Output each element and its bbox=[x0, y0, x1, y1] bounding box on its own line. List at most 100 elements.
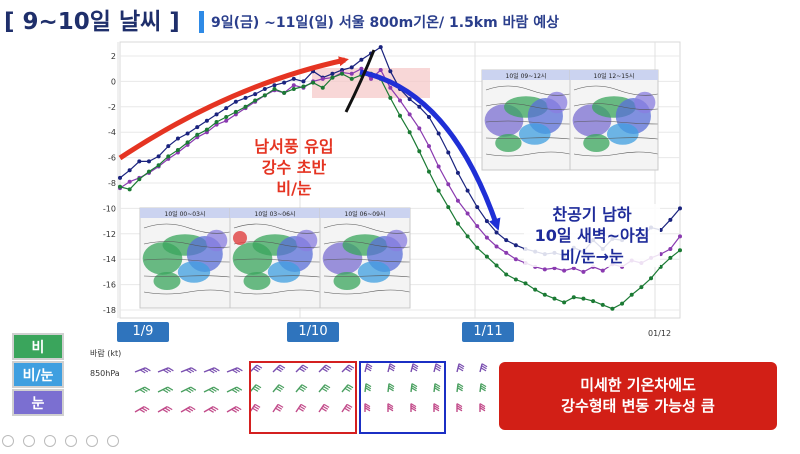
series-point bbox=[291, 87, 296, 92]
day-label-jan9: 1/9 bbox=[117, 322, 169, 342]
annotation-red-line-1: 남서풍 유입 bbox=[254, 137, 334, 156]
callout-line-1: 미세한 기온차에도 bbox=[580, 376, 696, 394]
wind-barb bbox=[249, 364, 263, 373]
map-time-label: 10일 06~09시 bbox=[345, 210, 386, 218]
series-point bbox=[214, 112, 219, 117]
summary-callout: 미세한 기온차에도 강수형태 변동 가능성 큼 bbox=[499, 362, 777, 430]
wind-barb bbox=[433, 403, 440, 412]
series-point bbox=[185, 140, 190, 145]
slide-toolbar bbox=[0, 432, 190, 450]
pages-icon[interactable] bbox=[65, 435, 78, 447]
series-point bbox=[581, 296, 586, 301]
corner-date-label: 01/12 bbox=[648, 329, 671, 338]
page-title: [ 9~10일 날씨 ] bbox=[4, 9, 180, 35]
series-point bbox=[378, 67, 383, 72]
wind-barb bbox=[456, 403, 463, 412]
series-point bbox=[523, 281, 528, 286]
wind-title: 바람 (kt) bbox=[90, 349, 122, 358]
series-point bbox=[455, 170, 460, 175]
series-point bbox=[426, 114, 431, 119]
wind-barb bbox=[479, 363, 488, 373]
series-point bbox=[166, 144, 171, 149]
series-point bbox=[369, 76, 374, 81]
page-subtitle: 9일(금) ~11일(일) 서울 800m기온/ 1.5km 바람 예상 bbox=[211, 15, 559, 31]
series-point bbox=[504, 238, 509, 243]
series-point bbox=[475, 205, 480, 210]
series-point bbox=[146, 159, 151, 164]
series-point bbox=[359, 57, 364, 62]
wind-barb bbox=[433, 363, 442, 373]
wind-barb bbox=[456, 363, 465, 373]
series-point bbox=[195, 125, 200, 130]
wind-barb bbox=[180, 367, 197, 374]
series-point bbox=[678, 248, 682, 253]
wind-barb bbox=[226, 367, 243, 374]
series-point bbox=[552, 266, 557, 271]
radar-map-inset: 10일 00~03시 bbox=[139, 207, 231, 309]
series-point bbox=[668, 255, 673, 260]
series-point bbox=[678, 206, 682, 211]
series-point bbox=[349, 76, 354, 81]
map-time-label: 10일 09~12시 bbox=[506, 72, 547, 80]
series-point bbox=[301, 84, 306, 89]
series-point bbox=[475, 245, 480, 250]
y-tick-label: -2 bbox=[108, 103, 116, 112]
wind-barb bbox=[272, 403, 284, 413]
wind-barb bbox=[134, 386, 151, 394]
series-point bbox=[610, 306, 615, 311]
wind-barb bbox=[387, 383, 395, 393]
more-icon[interactable] bbox=[107, 435, 120, 447]
series-point bbox=[349, 65, 354, 70]
wind-barb bbox=[249, 384, 262, 393]
series-point bbox=[253, 92, 258, 97]
y-tick-label: -4 bbox=[108, 128, 116, 137]
series-point bbox=[320, 85, 325, 90]
wind-barb bbox=[134, 367, 151, 374]
next-slide-icon[interactable] bbox=[23, 435, 36, 447]
series-point bbox=[214, 120, 219, 125]
series-point bbox=[426, 169, 431, 174]
series-point bbox=[484, 254, 489, 259]
map-time-label: 10일 00~03시 bbox=[165, 210, 206, 218]
series-point bbox=[253, 98, 258, 103]
series-point bbox=[513, 257, 518, 262]
series-point bbox=[175, 147, 180, 152]
zoom-icon[interactable] bbox=[86, 435, 99, 447]
series-point bbox=[562, 268, 567, 273]
radar-map-inset: 10일 03~06시 bbox=[229, 207, 321, 309]
annotation-blue-line-2: 10일 새벽~아침 bbox=[524, 225, 660, 246]
series-point bbox=[349, 71, 354, 76]
y-tick-label: -14 bbox=[103, 255, 116, 264]
wind-barb bbox=[295, 364, 309, 373]
wind-barb bbox=[456, 383, 464, 393]
series-point bbox=[204, 127, 209, 132]
series-point bbox=[359, 66, 364, 71]
legend-rain: 비 bbox=[12, 333, 64, 360]
wind-barb bbox=[203, 405, 219, 413]
wind-barb bbox=[180, 405, 196, 413]
wind-barb bbox=[387, 403, 394, 412]
series-point bbox=[513, 243, 518, 248]
annotation-cold-air: 찬공기 남하 10일 새벽~아침 비/눈→눈 bbox=[524, 204, 660, 267]
wind-barb bbox=[318, 364, 332, 373]
series-point bbox=[678, 234, 682, 239]
prev-slide-icon[interactable] bbox=[2, 435, 14, 447]
wind-barb bbox=[364, 383, 372, 393]
wind-barb bbox=[364, 363, 373, 373]
series-point bbox=[494, 263, 499, 268]
annotation-blue-line-1: 찬공기 남하 bbox=[524, 204, 660, 225]
series-point bbox=[465, 211, 470, 216]
y-tick-label: -18 bbox=[103, 306, 116, 315]
plot-frame bbox=[119, 41, 681, 319]
series-point bbox=[224, 118, 229, 123]
series-point bbox=[340, 71, 345, 76]
pen-icon[interactable] bbox=[44, 435, 57, 447]
series-point bbox=[330, 75, 335, 80]
series-point bbox=[118, 175, 122, 180]
series-point bbox=[233, 99, 238, 104]
series-point bbox=[446, 182, 451, 187]
series-point bbox=[629, 292, 634, 297]
wind-barb bbox=[479, 383, 487, 393]
series-point bbox=[156, 154, 161, 159]
series-point bbox=[224, 114, 229, 119]
